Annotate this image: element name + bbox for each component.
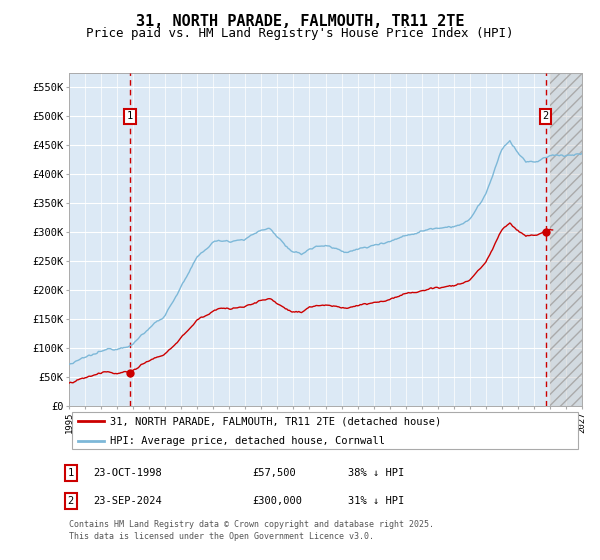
Text: 2: 2	[68, 496, 74, 506]
Text: 31% ↓ HPI: 31% ↓ HPI	[348, 496, 404, 506]
Text: 2: 2	[542, 111, 549, 122]
Text: Price paid vs. HM Land Registry's House Price Index (HPI): Price paid vs. HM Land Registry's House …	[86, 27, 514, 40]
Text: 1: 1	[68, 468, 74, 478]
Text: 23-OCT-1998: 23-OCT-1998	[93, 468, 162, 478]
FancyBboxPatch shape	[71, 412, 578, 449]
Text: 31, NORTH PARADE, FALMOUTH, TR11 2TE: 31, NORTH PARADE, FALMOUTH, TR11 2TE	[136, 14, 464, 29]
Bar	[550, 73, 582, 406]
Bar	[550, 73, 582, 406]
Text: 31, NORTH PARADE, FALMOUTH, TR11 2TE (detached house): 31, NORTH PARADE, FALMOUTH, TR11 2TE (de…	[110, 417, 441, 426]
Text: £57,500: £57,500	[252, 468, 296, 478]
Text: This data is licensed under the Open Government Licence v3.0.: This data is licensed under the Open Gov…	[69, 532, 374, 541]
Text: HPI: Average price, detached house, Cornwall: HPI: Average price, detached house, Corn…	[110, 436, 385, 446]
Text: 23-SEP-2024: 23-SEP-2024	[93, 496, 162, 506]
Text: 1: 1	[127, 111, 133, 122]
Text: £300,000: £300,000	[252, 496, 302, 506]
Text: 38% ↓ HPI: 38% ↓ HPI	[348, 468, 404, 478]
Text: Contains HM Land Registry data © Crown copyright and database right 2025.: Contains HM Land Registry data © Crown c…	[69, 520, 434, 529]
